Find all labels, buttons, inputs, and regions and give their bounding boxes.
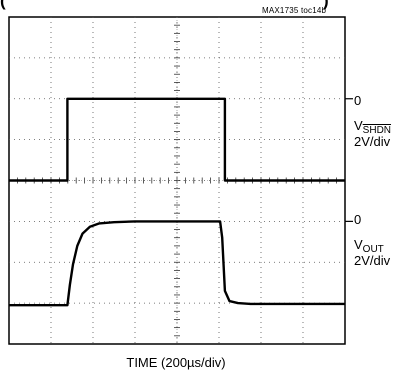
title-fragment-left: ( — [0, 0, 6, 10]
series-1-trace — [9, 97, 345, 182]
figure-tag: MAX1735 toc14b — [262, 6, 327, 15]
series-1-scale-label: 2V/div — [354, 134, 391, 149]
series-1-name-sub: SHDN — [362, 125, 392, 136]
series-2-scale-label: 2V/div — [354, 253, 391, 268]
x-axis-label: TIME (200µs/div) — [126, 355, 226, 370]
series-2-name: VOUT — [354, 237, 384, 256]
series-1-name: VSHDN — [354, 118, 392, 137]
series-2-zero-label: 0 — [354, 212, 362, 227]
series-1-name-prefix: V — [354, 118, 363, 133]
title-fragment-right: ) — [323, 0, 329, 10]
series-2-name-prefix: V — [354, 237, 363, 252]
series-2-trace — [9, 220, 345, 307]
series-1-zero-label: 0 — [354, 93, 362, 108]
series-2-name-sub: OUT — [362, 244, 384, 255]
